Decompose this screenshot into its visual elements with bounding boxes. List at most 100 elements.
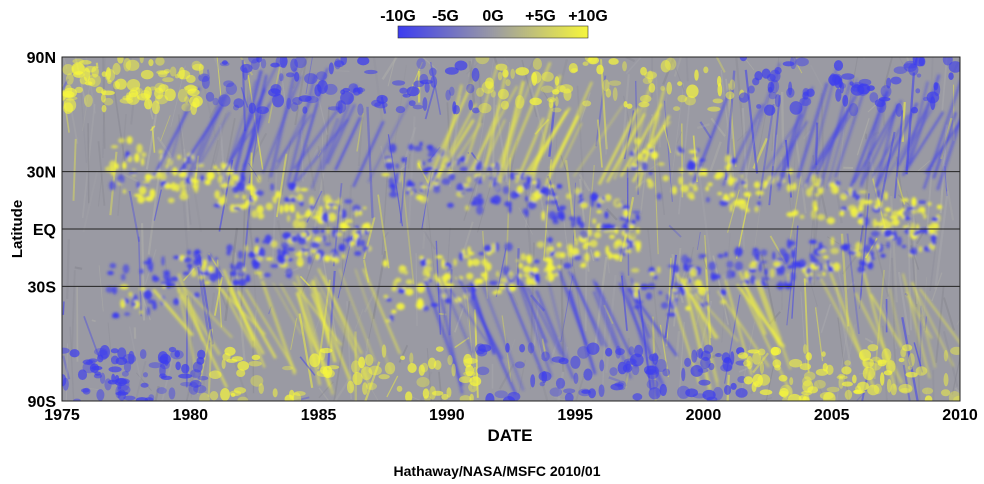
polar-field-patch bbox=[540, 85, 554, 93]
colorbar-tick-labels: -10G -5G 0G +5G +10G bbox=[380, 8, 608, 25]
field-streak bbox=[161, 347, 176, 401]
polar-field-patch bbox=[759, 361, 765, 374]
field-blob bbox=[119, 284, 129, 290]
polar-field-patch bbox=[180, 381, 193, 387]
polar-field-patch bbox=[72, 63, 86, 75]
poleward-surge bbox=[504, 282, 546, 378]
polar-field-patch bbox=[673, 106, 681, 111]
polar-field-patch bbox=[62, 347, 70, 354]
field-streak bbox=[65, 343, 69, 401]
field-blob bbox=[673, 264, 680, 274]
polar-field-patch bbox=[505, 342, 510, 353]
field-blob bbox=[409, 190, 414, 195]
field-blob bbox=[190, 269, 197, 278]
poleward-surge bbox=[165, 104, 188, 176]
polar-field-patch bbox=[201, 75, 210, 89]
field-blob bbox=[385, 319, 391, 323]
field-blob bbox=[574, 238, 578, 247]
field-blob bbox=[144, 173, 152, 182]
field-blob bbox=[491, 242, 496, 253]
polar-field-patch bbox=[337, 100, 343, 114]
field-streak bbox=[529, 84, 547, 144]
field-streak bbox=[69, 326, 75, 401]
field-blob bbox=[342, 238, 350, 243]
field-streak bbox=[663, 124, 672, 154]
polar-field-patch bbox=[82, 359, 93, 365]
field-streak bbox=[864, 337, 874, 344]
field-streak bbox=[128, 190, 141, 242]
polar-field-patch bbox=[136, 93, 151, 101]
polar-field-patch bbox=[685, 388, 699, 398]
field-streak bbox=[836, 317, 850, 401]
field-streak bbox=[709, 141, 722, 173]
field-blob bbox=[673, 281, 679, 289]
polar-field-patch bbox=[531, 72, 538, 86]
polar-field-patch bbox=[168, 346, 177, 353]
polar-field-patch bbox=[466, 83, 475, 94]
polar-field-patch bbox=[911, 106, 919, 114]
poleward-surge bbox=[183, 95, 225, 186]
field-blob bbox=[117, 174, 125, 185]
field-blob bbox=[509, 171, 515, 180]
polar-field-patch bbox=[196, 356, 205, 365]
polar-field-patch bbox=[156, 387, 167, 395]
field-blob bbox=[143, 260, 152, 265]
field-blob bbox=[678, 176, 683, 186]
field-streak bbox=[941, 57, 948, 111]
polar-field-patch bbox=[899, 387, 911, 393]
polar-field-patch bbox=[114, 78, 127, 90]
field-blob bbox=[584, 252, 590, 262]
field-blob bbox=[722, 197, 731, 201]
field-streak bbox=[62, 355, 71, 380]
field-blob bbox=[592, 218, 597, 224]
polar-field-patch bbox=[478, 103, 492, 114]
plot-frame bbox=[61, 56, 961, 402]
polar-field-patch bbox=[826, 386, 840, 393]
field-blob bbox=[734, 261, 744, 271]
polar-field-patch bbox=[721, 352, 731, 363]
field-blob bbox=[419, 195, 428, 203]
field-blob bbox=[556, 242, 562, 248]
field-streak bbox=[725, 78, 734, 139]
polar-field-patch bbox=[101, 71, 107, 77]
field-streak bbox=[608, 376, 621, 383]
polar-field-patch bbox=[950, 346, 960, 356]
field-streak bbox=[841, 255, 858, 275]
field-streak bbox=[399, 157, 408, 224]
field-blob bbox=[931, 236, 936, 246]
polar-field-patch bbox=[549, 387, 563, 397]
polar-field-patch bbox=[250, 375, 264, 387]
field-blob bbox=[817, 250, 824, 254]
field-blob bbox=[885, 241, 891, 249]
field-blob bbox=[665, 293, 670, 302]
field-streak bbox=[209, 140, 219, 174]
polar-field-patch bbox=[514, 361, 525, 369]
field-blob bbox=[660, 301, 669, 309]
field-streak bbox=[381, 57, 398, 81]
polar-field-patch bbox=[290, 58, 298, 72]
field-streak bbox=[423, 230, 436, 250]
field-blob bbox=[472, 196, 481, 206]
field-blob bbox=[870, 256, 875, 261]
polar-field-patch bbox=[858, 78, 872, 86]
field-blob bbox=[604, 194, 612, 202]
field-blob bbox=[533, 259, 540, 264]
poleward-surge bbox=[776, 89, 809, 188]
polar-field-patch bbox=[476, 87, 485, 97]
field-streak bbox=[275, 153, 288, 218]
polar-field-patch bbox=[898, 357, 905, 363]
field-streak bbox=[307, 173, 325, 270]
field-blob bbox=[285, 268, 289, 278]
poleward-surge bbox=[721, 103, 765, 187]
polar-field-patch bbox=[93, 373, 103, 379]
field-streak bbox=[859, 289, 863, 309]
field-streak bbox=[605, 208, 618, 221]
polar-field-patch bbox=[823, 391, 836, 401]
field-blob bbox=[740, 180, 747, 185]
polar-field-patch bbox=[821, 351, 826, 357]
field-blob bbox=[843, 243, 851, 248]
field-streak bbox=[930, 57, 934, 97]
field-streak bbox=[380, 145, 389, 175]
poleward-surge bbox=[757, 278, 783, 341]
polar-field-patch bbox=[770, 347, 782, 356]
